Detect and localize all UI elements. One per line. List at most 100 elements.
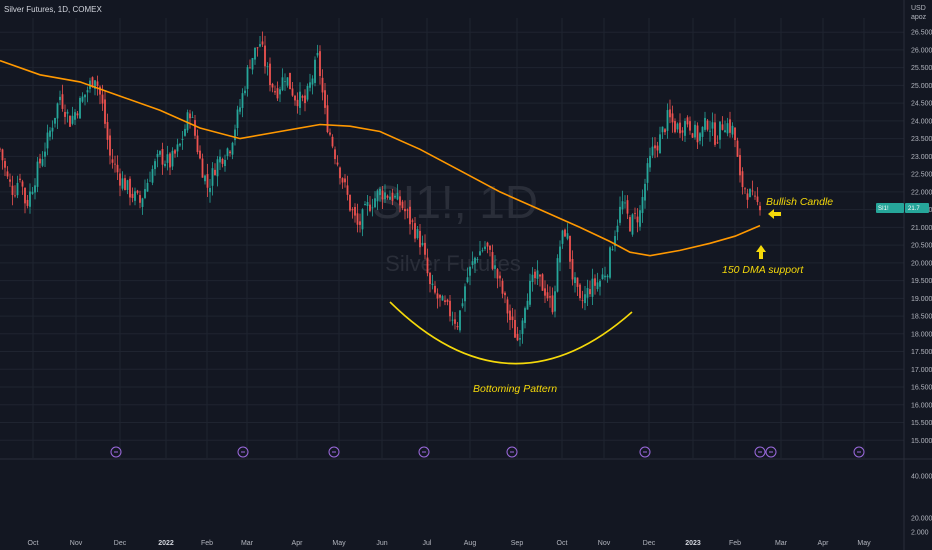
event-marker — [237, 446, 249, 458]
candle-body — [394, 195, 396, 198]
x-tick-label: May — [332, 540, 346, 547]
candle-body — [301, 95, 304, 98]
candle-body — [179, 143, 181, 146]
arrow-up-icon — [756, 245, 766, 259]
y-tick-label: 21.000 — [911, 225, 932, 232]
candle-body — [199, 150, 201, 159]
candle-body — [196, 135, 199, 153]
candle-body — [389, 196, 391, 200]
candle-body — [0, 148, 1, 150]
candle-body — [106, 122, 109, 140]
candle-body — [91, 77, 94, 88]
candle-body — [754, 195, 756, 197]
candle-body — [719, 121, 721, 140]
x-tick-label: Oct — [557, 540, 568, 547]
candle-body — [144, 189, 146, 198]
candle-body — [591, 278, 594, 297]
candle-body — [276, 88, 279, 99]
candle-body — [419, 230, 421, 248]
candle-body — [604, 275, 606, 278]
candle-body — [626, 200, 629, 214]
bottoming-pattern-arc — [389, 301, 633, 365]
candle-body — [219, 156, 221, 163]
candle-body — [19, 178, 21, 180]
candle-body — [184, 128, 186, 136]
event-marker — [639, 446, 651, 458]
candle-body — [46, 132, 49, 149]
candle-body — [639, 210, 641, 227]
grid-lines — [0, 18, 932, 460]
candle-body — [504, 292, 506, 296]
y-tick-label: 17.000 — [911, 367, 932, 374]
candle-body — [596, 282, 599, 290]
candle-body — [509, 310, 511, 321]
candle-body — [714, 122, 716, 145]
candle-body — [556, 258, 559, 292]
candle-body — [614, 236, 616, 247]
event-marker — [506, 446, 518, 458]
candle-body — [249, 67, 251, 69]
candle-body — [659, 134, 661, 154]
x-tick-label: Dec — [643, 540, 656, 547]
candle-body — [379, 188, 381, 196]
candle-body — [744, 188, 746, 190]
candle-body — [554, 291, 556, 312]
candle-body — [224, 159, 226, 167]
candle-body — [649, 155, 651, 168]
candle-body — [724, 130, 726, 133]
candle-body — [24, 187, 26, 204]
candle-body — [464, 286, 466, 302]
candle-body — [81, 96, 84, 102]
candle-body — [166, 154, 169, 163]
candle-body — [384, 192, 386, 200]
candle-body — [424, 242, 426, 255]
candle-body — [281, 77, 284, 91]
candle-body — [36, 161, 39, 187]
candle-body — [709, 130, 711, 132]
candle-body — [299, 91, 301, 108]
candle-body — [344, 178, 346, 183]
candle-body — [194, 120, 196, 136]
y-tick-label: 18.500 — [911, 314, 932, 321]
candle-body — [96, 81, 99, 86]
candle-body — [459, 310, 461, 331]
price-axis[interactable]: 26.500 26.000 25.500 25.000 24.500 24.000 23.5… — [903, 0, 932, 550]
candle-body — [409, 206, 411, 225]
candle-body — [681, 130, 684, 133]
candle-body — [749, 189, 751, 198]
candle-body — [506, 299, 509, 314]
candle-body — [686, 117, 689, 125]
watermark-name: Silver Futures — [385, 251, 521, 276]
candle-body — [289, 72, 291, 90]
candle-body — [739, 155, 741, 176]
event-marker — [110, 446, 122, 458]
x-tick-label: Feb — [729, 540, 741, 547]
candle-body — [356, 213, 359, 225]
candle-body — [319, 51, 321, 76]
y-tick-label: 15.500 — [911, 420, 932, 427]
candle-body — [529, 280, 531, 305]
y-tick-label: 25.500 — [911, 65, 932, 72]
candle-body — [721, 124, 724, 130]
time-axis[interactable]: Oct Nov Dec 2022 Feb Mar Apr May Jun Jul Aug Sep Oct… — [28, 540, 872, 547]
candle-body — [684, 121, 686, 136]
candle-body — [476, 259, 479, 260]
ma-150-line — [0, 59, 761, 257]
candle-body — [204, 175, 206, 182]
candle-body — [6, 171, 9, 177]
candle-body — [211, 168, 214, 186]
candle-body — [564, 229, 566, 237]
candle-body — [94, 80, 96, 89]
candle-body — [566, 233, 569, 239]
candle-body — [666, 110, 669, 131]
candle-body — [734, 127, 736, 141]
candle-body — [679, 122, 681, 134]
candle-body — [64, 111, 66, 117]
candle-body — [54, 117, 56, 124]
x-tick-label: 2022 — [158, 540, 174, 547]
y-tick-label: 23.500 — [911, 136, 932, 143]
x-tick-label: Nov — [598, 540, 611, 547]
candle-body — [101, 94, 104, 104]
candle-body — [206, 174, 209, 188]
